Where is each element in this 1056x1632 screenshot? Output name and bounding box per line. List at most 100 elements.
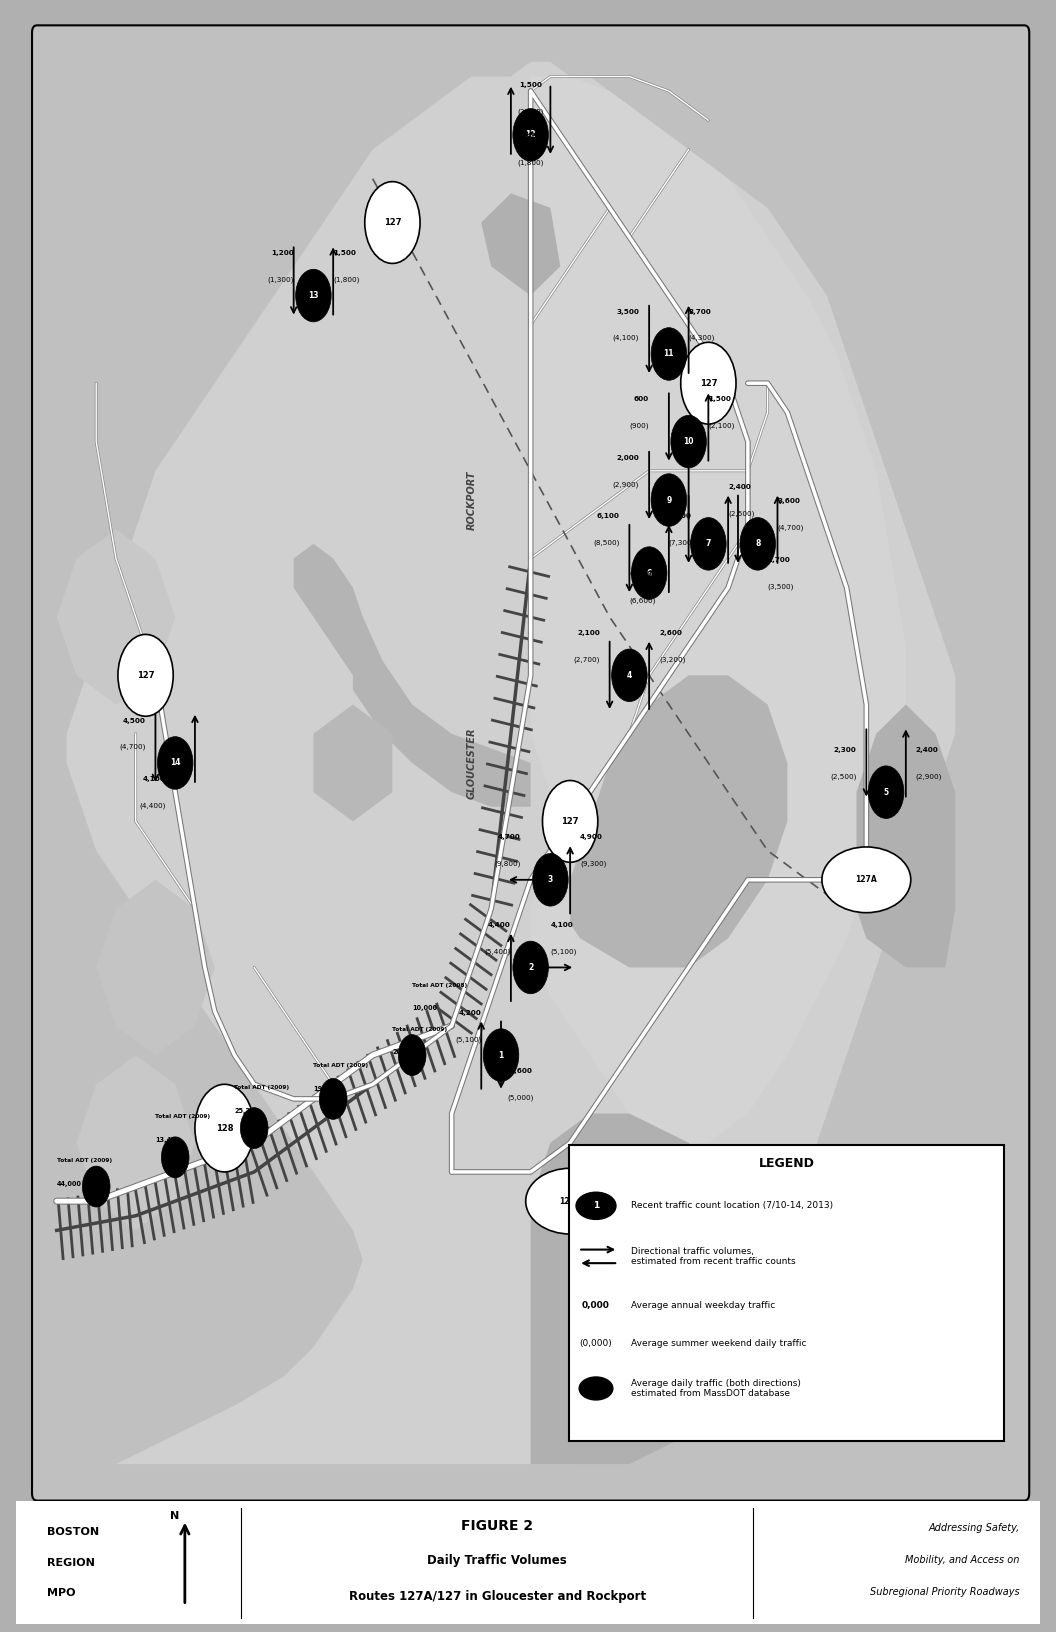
Text: 9: 9 [666,496,672,504]
Text: (4,100): (4,100) [612,335,639,341]
Text: (6,600): (6,600) [629,597,656,604]
Text: (5,100): (5,100) [550,948,577,955]
Text: (1,800): (1,800) [517,160,544,166]
Text: 10: 10 [683,437,694,446]
Text: 4,700: 4,700 [498,834,521,840]
Text: 4,200: 4,200 [458,1010,482,1015]
Text: (2,500): (2,500) [830,774,856,780]
Text: N: N [170,1511,180,1521]
FancyBboxPatch shape [569,1146,1004,1441]
Text: 1,200: 1,200 [271,250,294,256]
Text: (7,300): (7,300) [668,540,695,547]
Circle shape [513,109,548,162]
Text: Recent traffic count location (7/10-14, 2013): Recent traffic count location (7/10-14, … [631,1201,833,1211]
Text: 2: 2 [528,963,533,973]
Circle shape [118,635,173,716]
Text: 2,700: 2,700 [768,557,790,563]
Text: Mobility, and Access on: Mobility, and Access on [905,1555,1020,1565]
Text: (2,900): (2,900) [612,481,639,488]
Text: 4,100: 4,100 [550,922,573,929]
Polygon shape [76,1056,195,1231]
Polygon shape [531,1113,748,1464]
Circle shape [577,1193,616,1219]
Text: 1,500: 1,500 [709,397,731,401]
Polygon shape [314,705,393,821]
Text: 4,100: 4,100 [143,775,166,782]
Ellipse shape [822,847,910,912]
Text: Average summer weekend daily traffic: Average summer weekend daily traffic [631,1338,807,1348]
Text: (5,400): (5,400) [485,948,511,955]
Text: Directional traffic volumes,
estimated from recent traffic counts: Directional traffic volumes, estimated f… [631,1247,796,1266]
Text: 5: 5 [884,788,889,796]
Circle shape [513,942,548,994]
Polygon shape [570,676,788,968]
Text: Total ADT (2009): Total ADT (2009) [314,1062,369,1069]
Text: Average daily traffic (both directions)
estimated from MassDOT database: Average daily traffic (both directions) … [631,1379,802,1399]
Text: 6,100: 6,100 [597,512,620,519]
Text: Total ADT (2009): Total ADT (2009) [393,1027,448,1031]
Text: (9,800): (9,800) [494,860,521,867]
Circle shape [484,1028,518,1082]
Text: BOSTON: BOSTON [46,1528,98,1537]
Text: 6,000: 6,000 [629,571,653,578]
Text: (2,500): (2,500) [729,511,754,517]
Text: 25,200: 25,200 [234,1108,260,1113]
Text: 127: 127 [383,219,401,227]
Text: (3,500): (3,500) [768,583,794,589]
Text: 3,500: 3,500 [617,308,639,315]
Text: 11: 11 [663,349,674,359]
Circle shape [611,650,647,702]
Text: Total ADT (2008): Total ADT (2008) [412,982,468,987]
Text: Subregional Priority Roadways: Subregional Priority Roadways [870,1586,1020,1598]
Text: (1,800): (1,800) [334,276,359,282]
Polygon shape [482,193,561,295]
Text: 2,400: 2,400 [729,483,751,490]
Text: 7: 7 [705,539,711,548]
Text: 3: 3 [548,875,553,885]
Circle shape [631,547,667,599]
Text: 4,500: 4,500 [122,718,146,723]
Text: 1,400: 1,400 [520,134,542,139]
Circle shape [652,473,686,527]
Text: GLOUCESTER: GLOUCESTER [467,728,476,798]
Text: 44,000: 44,000 [57,1180,81,1186]
Text: (8,500): (8,500) [593,540,620,547]
Circle shape [195,1084,254,1172]
Text: Addressing Safety,: Addressing Safety, [928,1523,1020,1534]
Text: Daily Traffic Volumes: Daily Traffic Volumes [428,1554,567,1567]
Text: (900): (900) [629,423,649,429]
Text: ROCKPORT: ROCKPORT [467,470,476,530]
Text: 0,000: 0,000 [582,1301,610,1310]
Text: (1,300): (1,300) [267,276,294,282]
Text: 600: 600 [634,397,649,401]
Text: (5,000): (5,000) [508,1095,534,1102]
Text: 1: 1 [498,1051,504,1059]
Text: 2,100: 2,100 [577,630,600,636]
Circle shape [364,181,420,263]
Circle shape [157,736,193,790]
Text: 14: 14 [170,759,181,767]
Text: 2,600: 2,600 [659,630,682,636]
Text: (2,100): (2,100) [709,423,735,429]
Text: 10,000: 10,000 [412,1005,437,1012]
Circle shape [671,415,706,468]
Circle shape [543,780,598,862]
Polygon shape [96,880,214,1056]
Text: 2,300: 2,300 [834,747,856,752]
Text: (3,200): (3,200) [659,656,685,663]
Text: 4,400: 4,400 [488,922,511,929]
FancyBboxPatch shape [0,1498,1056,1625]
Text: 8: 8 [755,539,760,548]
Circle shape [652,328,686,380]
Text: REGION: REGION [46,1557,94,1568]
Text: Total ADT (2009): Total ADT (2009) [155,1115,210,1120]
Text: (4,700): (4,700) [777,526,804,532]
Text: Total ADT (2009): Total ADT (2009) [57,1159,112,1164]
Circle shape [162,1138,189,1178]
Text: Average annual weekday traffic: Average annual weekday traffic [631,1301,776,1310]
Text: 2,000: 2,000 [617,455,639,460]
FancyBboxPatch shape [32,26,1030,1500]
Text: 13: 13 [308,290,319,300]
Text: 2,400: 2,400 [916,747,939,752]
Text: 19,800: 19,800 [314,1085,339,1092]
